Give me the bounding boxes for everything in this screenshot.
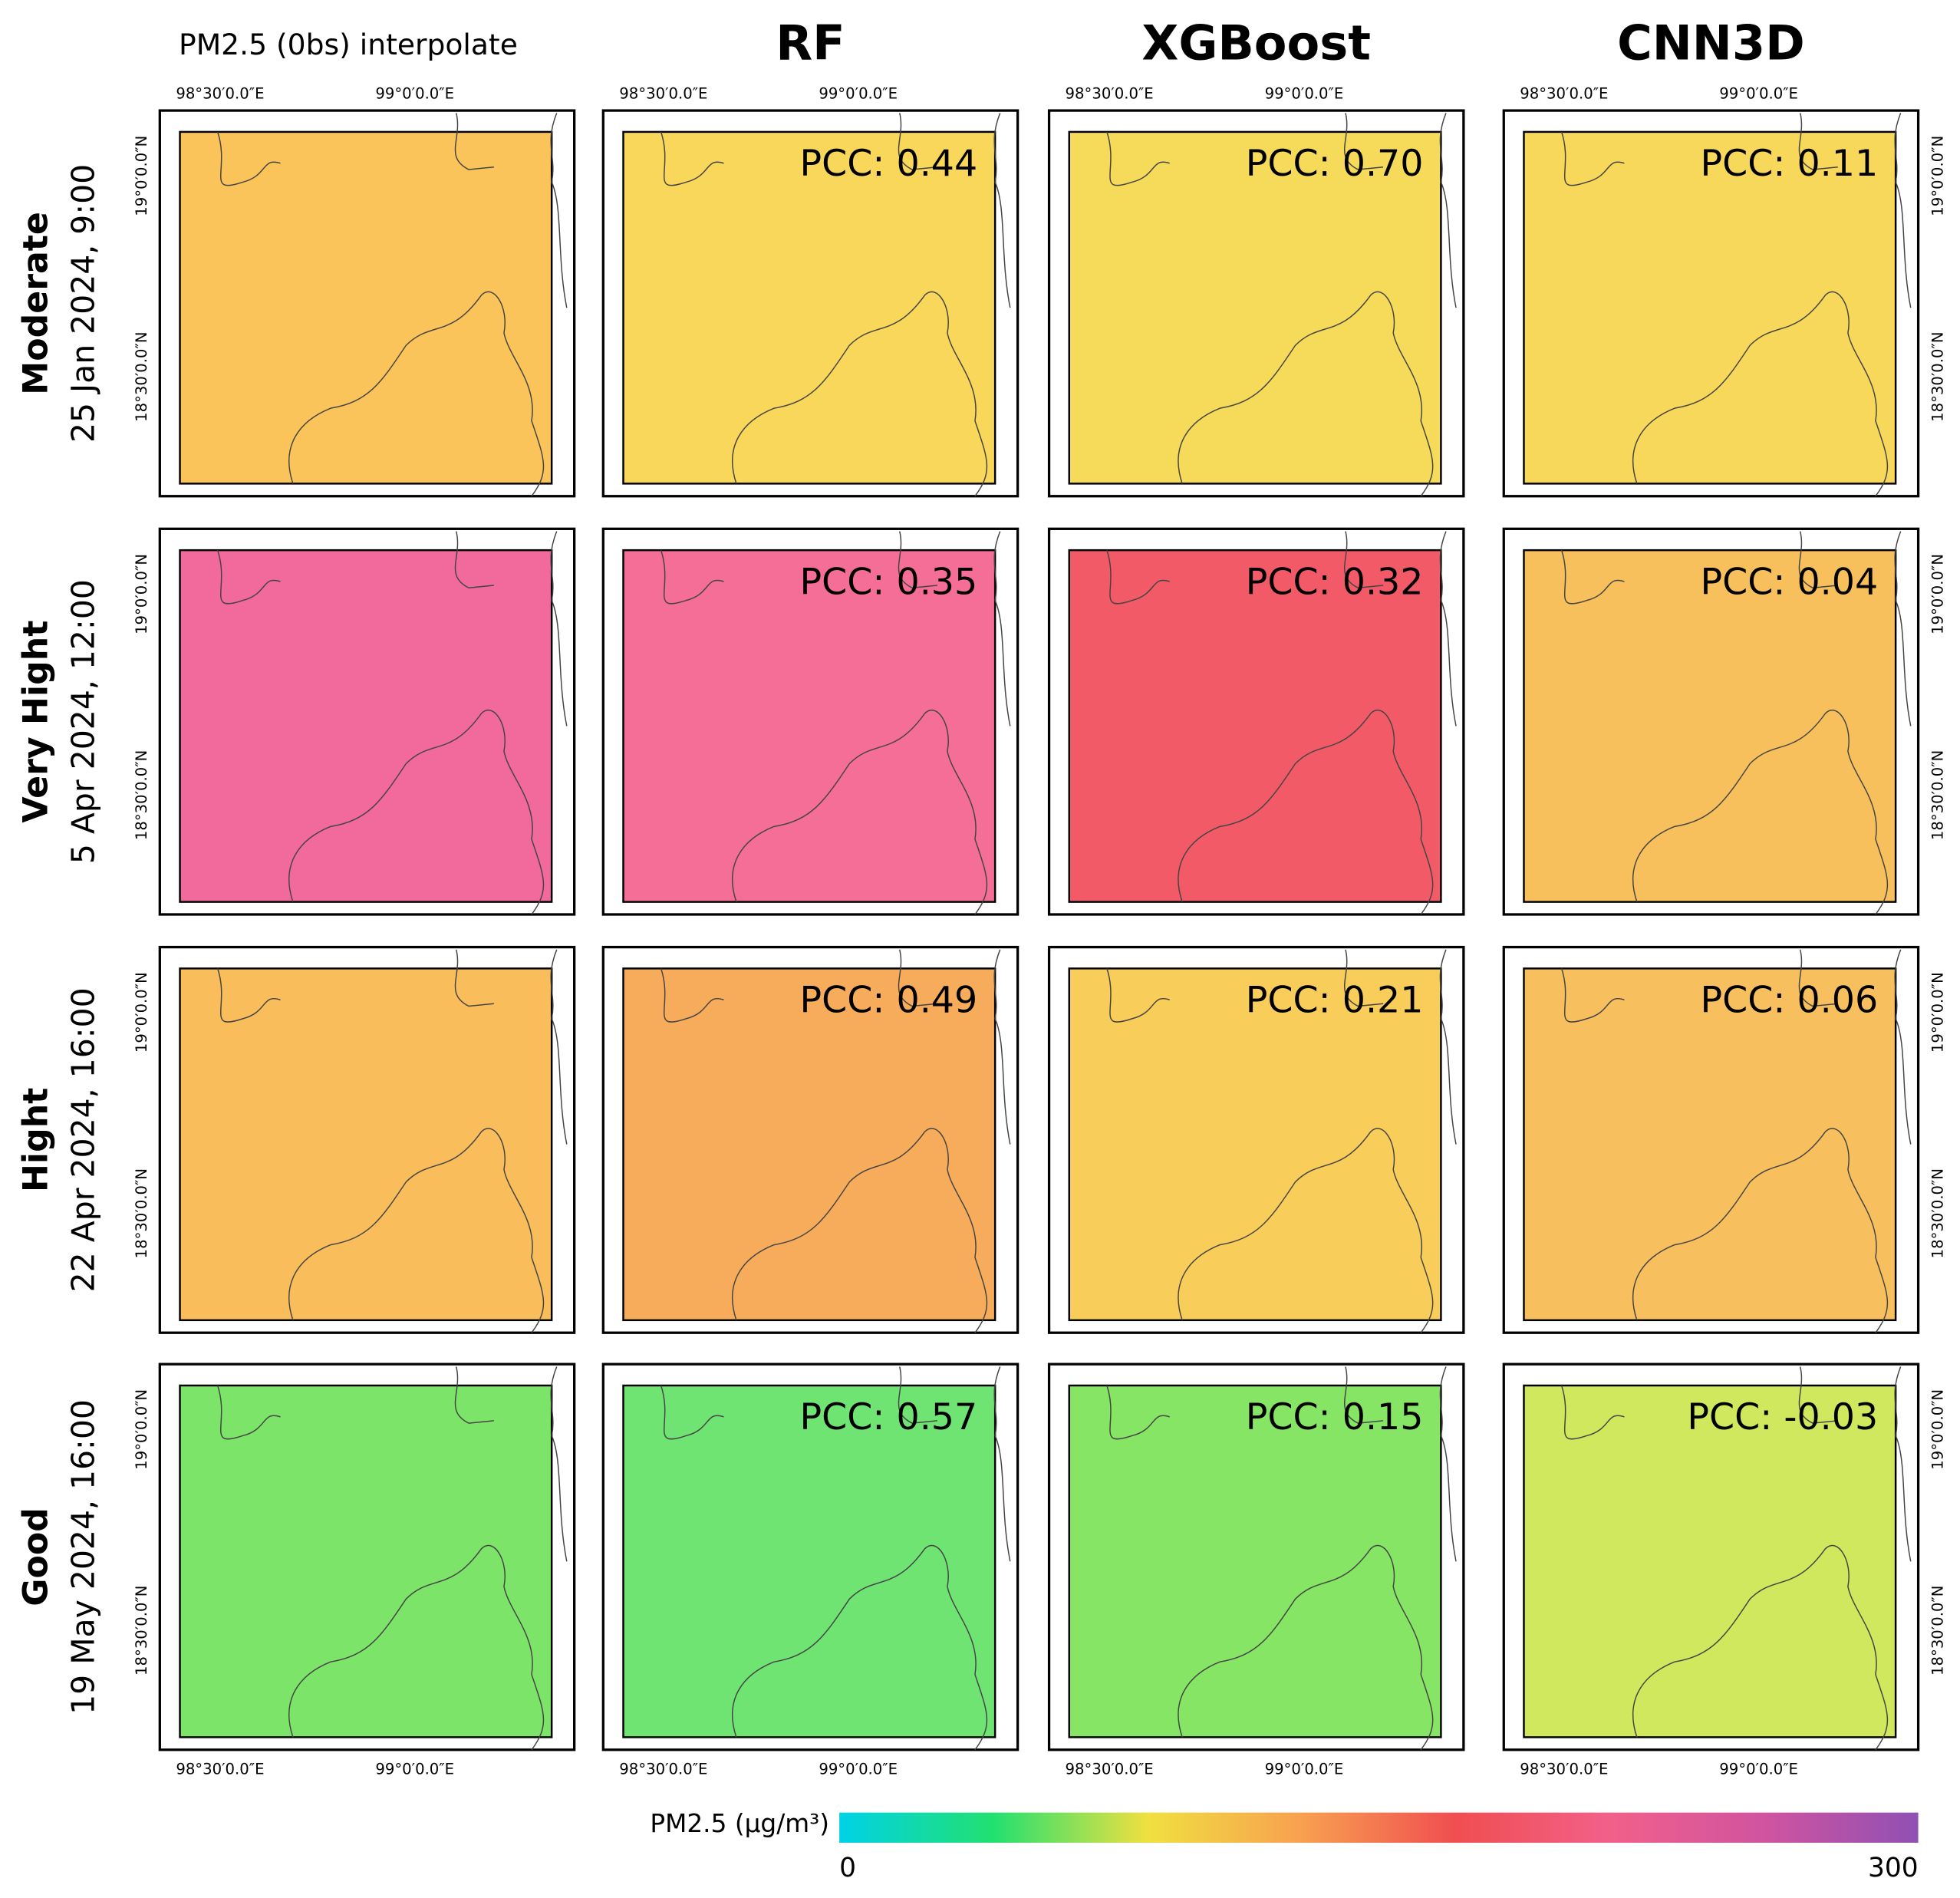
row-category: Hight (17, 1088, 56, 1192)
pm25-field (1523, 1384, 1897, 1738)
pm25-field (179, 549, 553, 903)
pm25-field (179, 967, 553, 1322)
colorbar-max: 300 (1868, 1853, 1919, 1883)
row-date: 19 May 2024, 16:00 (65, 1399, 102, 1715)
lat-tick-label: 18°30′0.0″N (1929, 331, 1946, 421)
pm25-field (1523, 967, 1897, 1322)
lon-tick-label: 99°0′0.0″E (1719, 1760, 1798, 1778)
pm25-field (622, 1384, 996, 1738)
row-date: 5 Apr 2024, 12:00 (65, 579, 102, 864)
lat-tick-label: 19°0′0.0″N (133, 554, 150, 634)
pcc-label: PCC: 0.11 (1700, 143, 1878, 185)
pcc-label: PCC: 0.06 (1700, 980, 1878, 1022)
column-header: XGBoost (1141, 15, 1371, 71)
lat-tick-label: 18°30′0.0″N (133, 750, 150, 840)
colorbar-label: PM2.5 (μg/m³) (650, 1809, 829, 1838)
map-panel: PCC: 0.44 98°30′0.0″E 99°0′0.0″E (601, 84, 1020, 498)
lon-tick-label: 98°30′0.0″E (176, 84, 264, 102)
map-panel: 19°0′0.0″N 18°30′0.0″N (133, 527, 576, 916)
map-panel: 98°30′0.0″E 99°0′0.0″E 19°0′0.0″N 18°30′0.0… (133, 1363, 576, 1778)
lon-tick-label: 98°30′0.0″E (619, 84, 707, 102)
lat-tick-label: 18°30′0.0″N (1929, 1586, 1946, 1676)
map-panel: PCC: 0.32 (1047, 527, 1465, 916)
column-header: RF (776, 15, 845, 71)
lat-tick-label: 18°30′0.0″N (133, 331, 150, 421)
pm25-field (1068, 1384, 1442, 1738)
map-panel: PCC: 0.57 98°30′0.0″E 99°0′0.0″E (601, 1363, 1020, 1778)
map-panel: PCC: 0.11 98°30′0.0″E 99°0′0.0″E 19°0′0.0″N… (1502, 84, 1946, 498)
colorbar-min: 0 (839, 1853, 856, 1883)
pm25-field (179, 1384, 553, 1738)
lon-tick-label: 98°30′0.0″E (1066, 1760, 1154, 1778)
lat-tick-label: 19°0′0.0″N (133, 972, 150, 1053)
map-panel: PCC: 0.49 (601, 945, 1020, 1334)
map-panel: PCC: -0.03 98°30′0.0″E 99°0′0.0″E 19°0′0.0″… (1502, 1363, 1946, 1778)
lon-tick-label: 99°0′0.0″E (1265, 84, 1344, 102)
lon-tick-label: 98°30′0.0″E (176, 1760, 264, 1778)
row-date: 22 Apr 2024, 16:00 (65, 987, 102, 1292)
pm25-field (1523, 549, 1897, 903)
pm25-field (622, 549, 996, 903)
lat-tick-label: 19°0′0.0″N (133, 1389, 150, 1470)
pcc-label: PCC: -0.03 (1687, 1396, 1878, 1438)
lon-tick-label: 98°30′0.0″E (619, 1760, 707, 1778)
map-panel: PCC: 0.35 (601, 527, 1020, 916)
lat-tick-label: 19°0′0.0″N (1929, 554, 1946, 634)
lon-tick-label: 98°30′0.0″E (1520, 84, 1608, 102)
lat-tick-label: 18°30′0.0″N (1929, 1168, 1946, 1258)
pcc-label: PCC: 0.57 (800, 1396, 978, 1438)
row-category: Very Hight (17, 621, 56, 823)
row-category: Good (17, 1508, 56, 1606)
map-panel: PCC: 0.04 19°0′0.0″N 18°30′0.0″N (1502, 527, 1946, 916)
lon-tick-label: 99°0′0.0″E (375, 84, 454, 102)
pcc-label: PCC: 0.49 (800, 980, 978, 1022)
lon-tick-label: 99°0′0.0″E (375, 1760, 454, 1778)
map-panel: PCC: 0.70 98°30′0.0″E 99°0′0.0″E (1047, 84, 1465, 498)
row-category: Moderate (17, 212, 56, 395)
row-date: 25 Jan 2024, 9:00 (65, 164, 102, 443)
map-panel: 19°0′0.0″N 18°30′0.0″N (133, 945, 576, 1334)
lon-tick-label: 98°30′0.0″E (1520, 1760, 1608, 1778)
colorbar (839, 1812, 1919, 1843)
lon-tick-label: 99°0′0.0″E (1265, 1760, 1344, 1778)
pcc-label: PCC: 0.44 (800, 143, 978, 185)
lat-tick-label: 18°30′0.0″N (1929, 750, 1946, 840)
lat-tick-label: 19°0′0.0″N (1929, 136, 1946, 216)
lon-tick-label: 99°0′0.0″E (819, 1760, 898, 1778)
pcc-label: PCC: 0.32 (1246, 561, 1424, 603)
pm25-field (1068, 549, 1442, 903)
lon-tick-label: 99°0′0.0″E (1719, 84, 1798, 102)
map-panel: 98°30′0.0″E 99°0′0.0″E 19°0′0.0″N 18°30′0.0… (133, 84, 576, 498)
pm25-field (1068, 130, 1442, 485)
column-header: CNN3D (1617, 15, 1805, 71)
pm25-field (179, 130, 553, 485)
pcc-label: PCC: 0.15 (1246, 1396, 1424, 1438)
map-panel: PCC: 0.15 98°30′0.0″E 99°0′0.0″E (1047, 1363, 1465, 1778)
lat-tick-label: 19°0′0.0″N (133, 136, 150, 216)
lat-tick-label: 18°30′0.0″N (133, 1168, 150, 1258)
pcc-label: PCC: 0.70 (1246, 143, 1424, 185)
map-panel: PCC: 0.06 19°0′0.0″N 18°30′0.0″N (1502, 945, 1946, 1334)
pcc-label: PCC: 0.21 (1246, 980, 1424, 1022)
pcc-label: PCC: 0.35 (800, 561, 978, 603)
lon-tick-label: 98°30′0.0″E (1066, 84, 1154, 102)
map-panel: PCC: 0.21 (1047, 945, 1465, 1334)
pcc-label: PCC: 0.04 (1700, 561, 1878, 603)
pm25-field (1068, 967, 1442, 1322)
lat-tick-label: 19°0′0.0″N (1929, 1389, 1946, 1470)
pm25-field (1523, 130, 1897, 485)
pm25-field (622, 130, 996, 485)
pm25-field (622, 967, 996, 1322)
lat-tick-label: 19°0′0.0″N (1929, 972, 1946, 1053)
column-header: PM2.5 (0bs) interpolate (179, 28, 518, 61)
lon-tick-label: 99°0′0.0″E (819, 84, 898, 102)
lat-tick-label: 18°30′0.0″N (133, 1586, 150, 1676)
